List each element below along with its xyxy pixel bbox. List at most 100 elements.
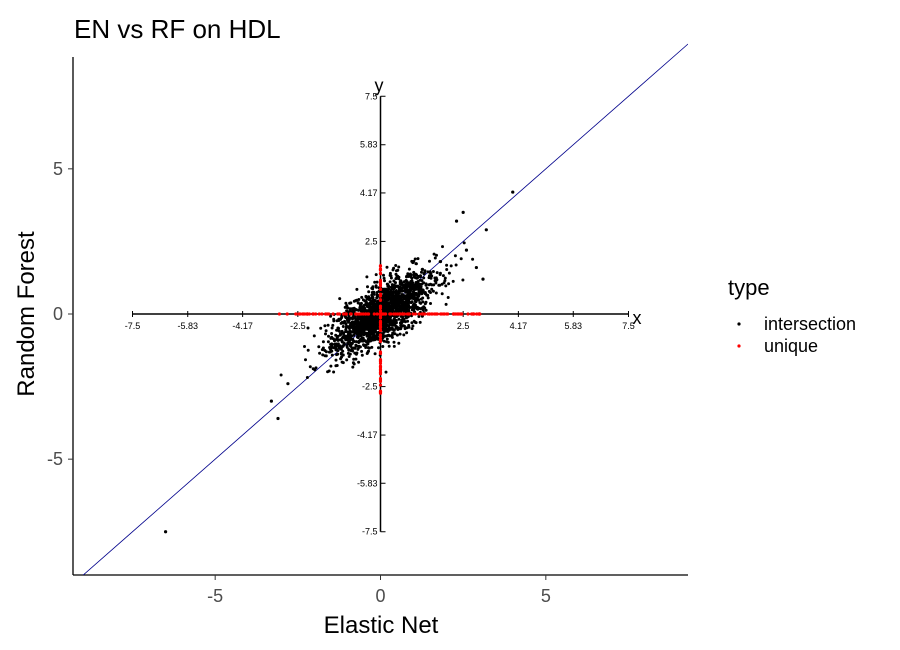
point-intersection	[464, 248, 469, 252]
point-intersection	[427, 289, 431, 293]
y-axis-title: Random Forest	[13, 231, 40, 397]
point-intersection	[321, 353, 325, 357]
point-intersection	[397, 341, 401, 345]
point-intersection	[385, 340, 388, 344]
point-intersection	[395, 333, 399, 337]
point-intersection	[321, 346, 325, 350]
point-intersection	[326, 340, 330, 344]
point-intersection	[410, 300, 414, 304]
inner-y-tick-label: -7.5	[362, 527, 378, 537]
point-intersection	[356, 331, 360, 335]
point-intersection	[339, 332, 343, 336]
point-intersection	[324, 332, 327, 336]
point-unique	[378, 358, 383, 362]
point-intersection	[387, 297, 391, 301]
legend-label-unique: unique	[764, 336, 818, 356]
point-intersection	[355, 344, 359, 348]
point-intersection	[410, 292, 414, 296]
point-intersection	[347, 355, 351, 358]
inner-x-axis-label: x	[632, 308, 641, 328]
point-intersection	[359, 330, 363, 334]
point-intersection	[279, 373, 283, 377]
point-unique	[388, 312, 392, 316]
point-intersection	[392, 304, 396, 308]
point-intersection	[364, 346, 368, 349]
point-intersection	[347, 331, 351, 335]
point-unique	[342, 312, 346, 316]
point-intersection	[410, 327, 414, 331]
point-intersection	[412, 302, 416, 306]
point-intersection	[435, 278, 439, 282]
point-intersection	[335, 353, 339, 357]
point-intersection	[386, 293, 390, 297]
point-intersection	[371, 285, 375, 289]
point-intersection	[365, 275, 369, 279]
point-intersection	[385, 337, 389, 341]
point-intersection	[443, 279, 447, 283]
inner-y-tick-label: -2.5	[362, 382, 378, 392]
point-intersection	[372, 310, 376, 313]
point-intersection	[323, 324, 327, 328]
point-intersection	[344, 330, 348, 334]
point-unique	[372, 312, 376, 316]
point-intersection	[399, 287, 403, 291]
point-intersection	[369, 320, 373, 324]
point-intersection	[424, 300, 428, 304]
point-intersection	[332, 317, 336, 321]
point-intersection	[366, 326, 370, 330]
point-intersection	[375, 324, 379, 328]
point-intersection	[359, 334, 363, 338]
point-intersection	[404, 282, 407, 286]
point-intersection	[405, 274, 409, 278]
point-unique	[456, 312, 460, 316]
point-intersection	[381, 290, 385, 294]
point-intersection	[374, 336, 378, 340]
point-intersection	[286, 382, 290, 386]
x-tick-label: 0	[375, 586, 385, 606]
point-intersection	[324, 350, 328, 354]
point-unique	[423, 312, 427, 316]
point-intersection	[328, 350, 332, 354]
point-intersection	[355, 287, 359, 291]
point-intersection	[474, 265, 478, 270]
point-intersection	[337, 326, 340, 330]
chart-title: EN vs RF on HDL	[74, 14, 281, 44]
point-intersection	[370, 327, 374, 331]
point-intersection	[426, 296, 430, 300]
point-intersection	[387, 320, 390, 324]
point-intersection	[403, 308, 407, 312]
point-intersection	[471, 257, 475, 261]
point-unique	[417, 312, 421, 316]
point-unique	[446, 312, 450, 316]
point-intersection	[395, 274, 399, 278]
point-intersection	[419, 301, 423, 305]
point-intersection	[395, 269, 398, 273]
point-unique	[383, 312, 387, 316]
point-unique	[378, 390, 383, 394]
point-intersection	[454, 219, 459, 223]
point-intersection	[401, 289, 405, 293]
point-intersection	[461, 278, 465, 282]
point-intersection	[318, 351, 322, 355]
point-intersection	[405, 297, 409, 301]
point-intersection	[354, 321, 358, 325]
point-intersection	[367, 290, 371, 294]
point-unique	[441, 312, 445, 316]
point-intersection	[424, 283, 428, 287]
point-intersection	[421, 300, 425, 304]
point-intersection	[394, 281, 397, 285]
point-intersection	[392, 340, 396, 344]
point-intersection	[403, 324, 406, 328]
point-intersection	[354, 357, 358, 361]
point-intersection	[447, 271, 451, 275]
point-intersection	[402, 319, 406, 323]
point-unique	[378, 335, 383, 339]
point-intersection	[394, 264, 398, 267]
point-unique	[378, 264, 383, 268]
point-unique	[411, 312, 415, 316]
point-intersection	[384, 323, 388, 327]
point-intersection	[511, 190, 515, 194]
point-intersection	[371, 292, 375, 296]
point-intersection	[375, 327, 379, 330]
point-unique	[277, 312, 281, 316]
